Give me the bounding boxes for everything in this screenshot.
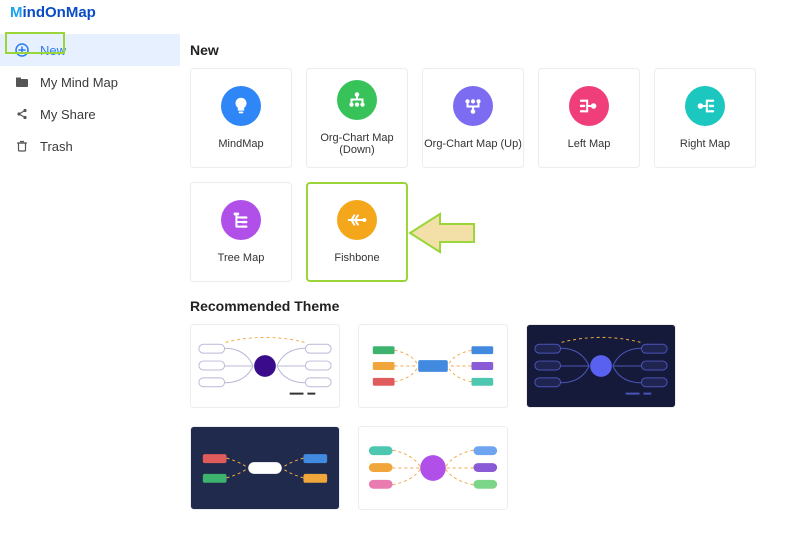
org-up-icon: [453, 86, 493, 126]
theme-card-2[interactable]: [526, 324, 676, 408]
sidebar-item-new[interactable]: New: [0, 34, 180, 66]
template-card-tree-map[interactable]: Tree Map: [190, 182, 292, 282]
template-card-right-map[interactable]: Right Map: [654, 68, 756, 168]
main-content: New MindMap Org-Chart Map (Down) Org-Chart…: [180, 30, 800, 550]
theme-card-3[interactable]: [190, 426, 340, 510]
trash-icon: [14, 138, 30, 154]
org-down-icon: [337, 80, 377, 120]
template-card-label: Fishbone: [334, 252, 379, 264]
template-card-label: MindMap: [218, 138, 263, 150]
share-icon: [14, 106, 30, 122]
section-title-new: New: [190, 42, 790, 58]
section-title-recommended: Recommended Theme: [190, 298, 790, 314]
plus-circle-icon: [14, 42, 30, 58]
template-card-org-chart-map-down-[interactable]: Org-Chart Map (Down): [306, 68, 408, 168]
template-card-label: Tree Map: [218, 252, 265, 264]
sidebar-item-my-share[interactable]: My Share: [0, 98, 180, 130]
sidebar-item-label: My Share: [40, 107, 96, 122]
sidebar-item-trash[interactable]: Trash: [0, 130, 180, 162]
left-map-icon: [569, 86, 609, 126]
theme-card-0[interactable]: [190, 324, 340, 408]
folder-icon: [14, 74, 30, 90]
template-card-label: Left Map: [568, 138, 611, 150]
tree-map-icon: [221, 200, 261, 240]
template-card-org-chart-map-up-[interactable]: Org-Chart Map (Up): [422, 68, 524, 168]
theme-card-1[interactable]: [358, 324, 508, 408]
template-card-left-map[interactable]: Left Map: [538, 68, 640, 168]
template-card-label: Org-Chart Map (Down): [307, 132, 407, 156]
new-card-grid: MindMap Org-Chart Map (Down) Org-Chart Map…: [190, 68, 790, 282]
fishbone-icon: [337, 200, 377, 240]
callout-arrow-icon: [406, 212, 476, 254]
sidebar-item-label: My Mind Map: [40, 75, 118, 90]
sidebar-item-label: New: [40, 43, 66, 58]
right-map-icon: [685, 86, 725, 126]
bulb-icon: [221, 86, 261, 126]
template-card-mindmap[interactable]: MindMap: [190, 68, 292, 168]
theme-card-4[interactable]: [358, 426, 508, 510]
template-card-fishbone[interactable]: Fishbone: [306, 182, 408, 282]
header: MindOnMap: [0, 0, 800, 30]
theme-grid: [190, 324, 790, 510]
sidebar: New My Mind Map My Share Trash: [0, 30, 180, 550]
sidebar-item-my-mind-map[interactable]: My Mind Map: [0, 66, 180, 98]
template-card-label: Right Map: [680, 138, 730, 150]
template-card-label: Org-Chart Map (Up): [424, 138, 522, 150]
sidebar-item-label: Trash: [40, 139, 73, 154]
brand-logo: MindOnMap: [10, 4, 96, 21]
